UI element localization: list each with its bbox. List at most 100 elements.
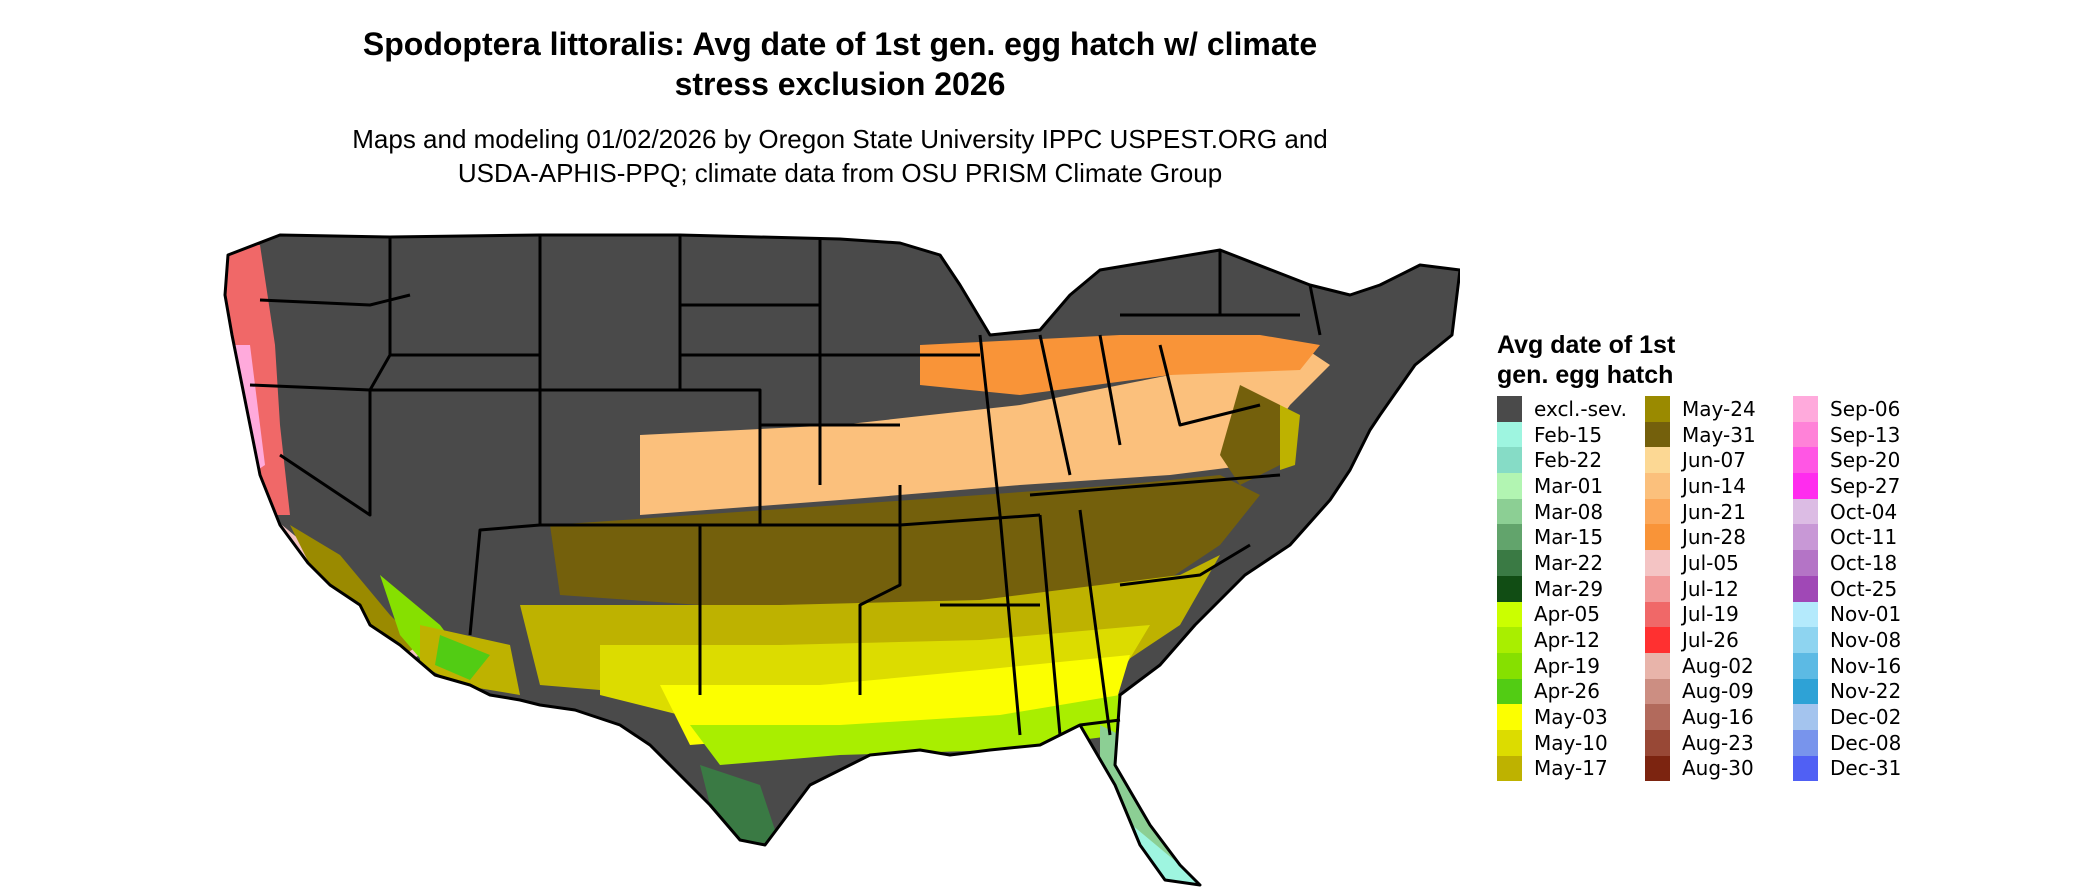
- legend-item: Aug-09: [1645, 678, 1793, 705]
- legend-swatch: [1645, 421, 1670, 448]
- legend-swatch: [1497, 575, 1522, 602]
- legend-label: Sep-13: [1830, 422, 1901, 447]
- legend-item: Oct-04: [1793, 498, 1941, 525]
- mississippi-river-border: [978, 334, 1022, 736]
- legend-swatch: [1497, 704, 1522, 730]
- ar-tn-border: [899, 513, 1041, 527]
- legend-swatch: [1497, 601, 1522, 628]
- legend-item: Nov-16: [1793, 652, 1941, 679]
- legend-swatch: [1793, 729, 1818, 756]
- florida-feb-band: [1120, 815, 1200, 885]
- legend-label: Oct-11: [1830, 525, 1898, 550]
- legend-item: Sep-13: [1793, 421, 1941, 448]
- legend-item: Apr-26: [1497, 678, 1645, 705]
- legend-item: May-10: [1497, 729, 1645, 756]
- map-title-line-2: stress exclusion 2026: [674, 66, 1006, 102]
- legend-label: Mar-08: [1534, 499, 1604, 524]
- legend-swatch: [1645, 704, 1670, 730]
- legend-item: Jul-19: [1645, 601, 1793, 628]
- ohio-valley-june28-band: [920, 335, 1320, 395]
- map-subtitle-line-1: Maps and modeling 01/02/2026 by Oregon S…: [352, 124, 1328, 154]
- in-il-border: [1038, 334, 1072, 476]
- legend-label: Sep-27: [1830, 473, 1901, 498]
- legend-label: Apr-19: [1534, 653, 1600, 678]
- legend-title: Avg date of 1st gen. egg hatch: [1497, 330, 2017, 390]
- legend-label: May-24: [1682, 396, 1756, 421]
- new-england-border: [1308, 284, 1322, 336]
- ok-tx-ar-border: [858, 485, 902, 695]
- legend-label: Mar-01: [1534, 473, 1604, 498]
- legend-swatch: [1645, 396, 1670, 422]
- legend-item: Jun-21: [1645, 498, 1793, 525]
- legend-label: Aug-16: [1682, 705, 1754, 730]
- legend-item: Jul-12: [1645, 575, 1793, 602]
- legend-swatch: [1645, 575, 1670, 602]
- legend-label: Nov-01: [1830, 602, 1902, 627]
- tn-ky-border: [1029, 473, 1281, 497]
- legend-label: Dec-08: [1830, 730, 1902, 755]
- legend-swatch: [1793, 421, 1818, 448]
- legend-item: Mar-08: [1497, 498, 1645, 525]
- legend-swatch: [1645, 652, 1670, 679]
- legend-item: Aug-30: [1645, 755, 1793, 782]
- legend-item: Mar-01: [1497, 473, 1645, 499]
- legend-item: Sep-06: [1793, 396, 1941, 422]
- legend-swatch: [1793, 447, 1818, 474]
- legend-swatch: [1793, 575, 1818, 602]
- legend-columns: excl.-sev. Feb-15 Feb-22 Mar-01 Mar-08 Mar-15…: [1497, 396, 1941, 782]
- gulf-may03-band: [660, 655, 1130, 745]
- legend-swatch: [1645, 498, 1670, 525]
- legend-swatch: [1497, 550, 1522, 576]
- legend-label: Sep-06: [1830, 396, 1901, 421]
- map-subtitle: Maps and modeling 01/02/2026 by Oregon S…: [0, 122, 1680, 190]
- map-title-line-1: Spodoptera littoralis: Avg date of 1st g…: [362, 26, 1318, 62]
- legend-label: Jun-28: [1682, 525, 1746, 550]
- legend-item: Jul-26: [1645, 627, 1793, 653]
- legend-item: Feb-22: [1497, 447, 1645, 474]
- legend-label: Jun-07: [1682, 448, 1746, 473]
- legend-swatch: [1645, 473, 1670, 499]
- legend-label: Apr-05: [1534, 602, 1600, 627]
- al-ga-border: [1078, 509, 1112, 736]
- legend-label: May-10: [1534, 730, 1608, 755]
- legend-label: Nov-08: [1830, 628, 1902, 653]
- legend-item: Nov-01: [1793, 601, 1941, 628]
- legend-item: Jul-05: [1645, 550, 1793, 576]
- oh-in-border: [1098, 334, 1122, 446]
- legend-swatch: [1793, 550, 1818, 576]
- ga-sc-border: [1119, 543, 1251, 587]
- legend-swatch: [1793, 652, 1818, 679]
- legend-label: Jul-05: [1682, 550, 1739, 575]
- legend-label: May-17: [1534, 756, 1608, 781]
- legend-label: Nov-16: [1830, 653, 1902, 678]
- legend-swatch: [1645, 755, 1670, 782]
- legend-label: Aug-30: [1682, 756, 1754, 781]
- legend-swatch: [1645, 729, 1670, 756]
- pacific-coast-july-band: [225, 245, 290, 515]
- legend-swatch: [1645, 550, 1670, 576]
- legend-label: Sep-20: [1830, 448, 1901, 473]
- legend-item: Mar-29: [1497, 575, 1645, 602]
- legend-swatch: [1645, 678, 1670, 705]
- legend-label: Oct-04: [1830, 499, 1898, 524]
- legend-item: Oct-18: [1793, 550, 1941, 576]
- map-subtitle-line-2: USDA-APHIS-PPQ; climate data from OSU PR…: [457, 158, 1223, 188]
- legend-label: Mar-15: [1534, 525, 1604, 550]
- legend-swatch: [1497, 729, 1522, 756]
- legend-swatch: [1497, 524, 1522, 551]
- legend-swatch: [1497, 652, 1522, 679]
- legend-column: May-24 May-31 Jun-07 Jun-14 Jun-21 Jun-28 Jul-…: [1645, 396, 1793, 782]
- legend-swatch: [1497, 473, 1522, 499]
- legend-label: Apr-12: [1534, 628, 1600, 653]
- legend-swatch: [1497, 396, 1522, 422]
- legend-item: Sep-20: [1793, 447, 1941, 474]
- legend-item: Dec-02: [1793, 704, 1941, 730]
- legend-label: Aug-09: [1682, 679, 1754, 704]
- legend-item: Oct-25: [1793, 575, 1941, 602]
- legend-label: Jul-26: [1682, 628, 1739, 653]
- legend-item: Apr-05: [1497, 601, 1645, 628]
- legend-swatch: [1793, 755, 1818, 782]
- legend-swatch: [1497, 627, 1522, 653]
- legend-item: Aug-16: [1645, 704, 1793, 730]
- wy-co-border: [540, 388, 762, 525]
